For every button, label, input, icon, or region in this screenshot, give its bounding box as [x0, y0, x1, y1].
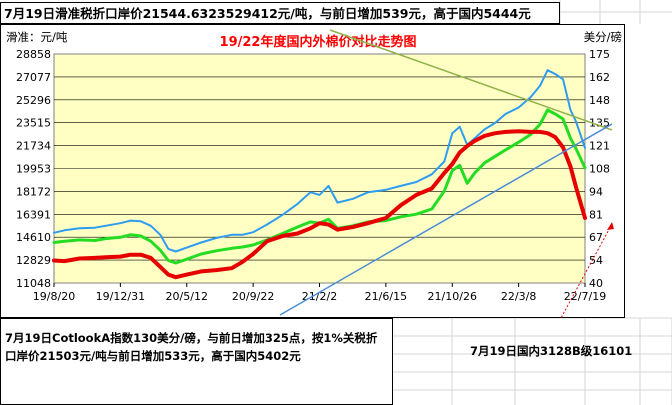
x-tick-label: 19/8/20: [33, 290, 75, 303]
y-right-tick-label: 162: [589, 71, 610, 84]
trend-line-green: [329, 29, 613, 131]
x-tick-label: 22/3/8: [501, 290, 536, 303]
y-left-tick-label: 11048: [16, 277, 51, 290]
y-left-tick-label: 21734: [16, 140, 51, 153]
y-left-tick-label: 25296: [16, 94, 51, 107]
y-right-tick-label: 135: [589, 117, 610, 130]
y-right-tick-label: 67: [589, 231, 603, 244]
y-left-tick-label: 16391: [16, 208, 51, 221]
trend-line-blue: [279, 123, 613, 316]
x-tick-label: 20/5/12: [166, 290, 208, 303]
y-left-tick-label: 23515: [16, 117, 51, 130]
y-right-tick-label: 81: [589, 208, 603, 221]
y-right-tick-label: 54: [589, 254, 603, 267]
y-right-tick-label: 108: [589, 163, 610, 176]
y-left-axis-label: 滑准：元/吨: [6, 30, 68, 44]
domestic-price-note: 7月19日国内3128B级16101: [470, 344, 633, 358]
series-line-blue: [53, 69, 586, 253]
y-left-tick-label: 27077: [16, 71, 51, 84]
y-left-tick-label: 12829: [16, 254, 51, 267]
y-right-tick-label: 40: [589, 277, 603, 290]
y-right-tick-label: 175: [589, 48, 610, 61]
y-left-tick-label: 28858: [16, 48, 51, 61]
chart-title: 19/22年度国内外棉价对比走势图: [220, 34, 417, 50]
series-line-red: [52, 129, 587, 280]
y-left-tick-label: 14610: [16, 231, 51, 244]
series-line-green: [52, 108, 587, 265]
x-tick-label: 21/10/26: [428, 290, 477, 303]
x-tick-label: 19/12/31: [96, 290, 145, 303]
y-right-tick-label: 148: [589, 94, 610, 107]
cotton-price-chart: 11048 12829 14610 16391 18172 19953 21734 23515…: [0, 24, 625, 318]
y-right-tick-label: 121: [589, 140, 610, 153]
x-tick-label: 20/9/22: [232, 290, 274, 303]
x-tick-label: 21/6/15: [365, 290, 407, 303]
y-left-tick-label: 19953: [16, 163, 51, 176]
y-right-tick-label: 94: [589, 185, 603, 198]
y-left-tick-label: 18172: [16, 185, 51, 198]
x-tick-label: 22/7/19: [564, 290, 606, 303]
pointer-arrowhead: [607, 222, 614, 230]
x-tick-label: 21/2/2: [302, 290, 337, 303]
y-right-axis-label: 美分/磅: [584, 30, 622, 44]
cotlook-index-note: 7月19日CotlookA指数130美分/磅，与前日增加325点，按1%关税折口…: [0, 318, 393, 405]
import-price-note: 7月19日滑准税折口岸价21544.6323529412元/吨，与前日增加539…: [0, 2, 560, 24]
